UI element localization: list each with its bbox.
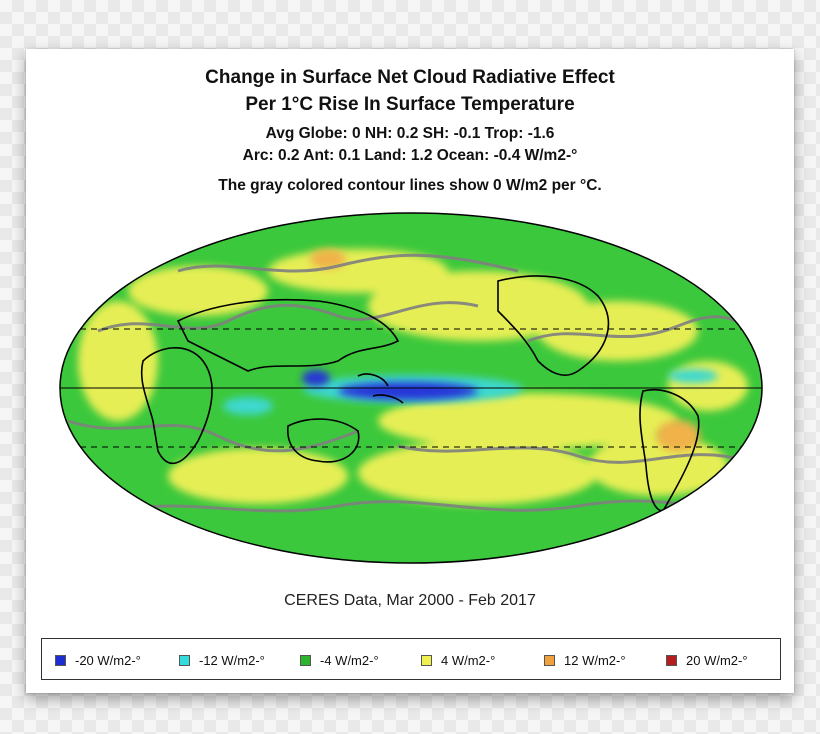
legend-label: 4 W/m2-° <box>441 652 496 668</box>
legend-item: 12 W/m2-° <box>544 652 626 668</box>
legend-label: -20 W/m2-° <box>75 652 141 668</box>
world-map <box>59 212 763 564</box>
legend-label: -12 W/m2-° <box>199 652 265 668</box>
legend-swatch <box>300 654 311 666</box>
figure-subtitle: Per 1°C Rise In Surface Temperature <box>245 94 575 115</box>
legend-item: -4 W/m2-° <box>300 652 379 668</box>
legend-swatch <box>544 654 555 666</box>
legend-label: 12 W/m2-° <box>564 652 626 668</box>
latitude-lines <box>60 328 762 448</box>
legend-label: 20 W/m2-° <box>686 652 748 668</box>
legend-item: -20 W/m2-° <box>55 652 141 668</box>
yellow-regions <box>78 249 748 505</box>
data-source-label: CERES Data, Mar 2000 - Feb 2017 <box>284 592 536 609</box>
color-legend: -20 W/m2-° -12 W/m2-° -4 W/m2-° 4 W/m2-°… <box>41 638 781 680</box>
legend-swatch <box>421 654 432 666</box>
stats-line-2: Arc: 0.2 Ant: 0.1 Land: 1.2 Ocean: -0.4 … <box>242 147 578 164</box>
map-outline <box>59 212 763 564</box>
orange-regions <box>310 249 700 452</box>
zero-contours <box>67 253 759 513</box>
legend-swatch <box>666 654 677 666</box>
contour-note: The gray colored contour lines show 0 W/… <box>218 177 602 194</box>
legend-item: -12 W/m2-° <box>179 652 265 668</box>
legend-item: 20 W/m2-° <box>666 652 748 668</box>
legend-item: 4 W/m2-° <box>421 652 495 668</box>
coastlines <box>140 275 700 512</box>
figure-title: Change in Surface Net Cloud Radiative Ef… <box>205 67 615 88</box>
legend-swatch <box>55 654 66 666</box>
legend-label: -4 W/m2-° <box>320 652 379 668</box>
stats-line-1: Avg Globe: 0 NH: 0.2 SH: -0.1 Trop: -1.6 <box>265 125 555 142</box>
legend-swatch <box>179 654 190 666</box>
